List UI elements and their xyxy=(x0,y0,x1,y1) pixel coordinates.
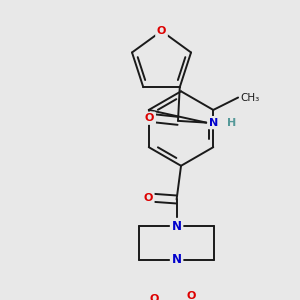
Text: H: H xyxy=(227,118,236,128)
Text: N: N xyxy=(172,253,182,266)
Text: O: O xyxy=(157,26,166,36)
Text: N: N xyxy=(172,220,182,232)
Text: N: N xyxy=(209,118,218,128)
Text: CH₃: CH₃ xyxy=(241,92,260,103)
Text: O: O xyxy=(187,291,196,300)
Text: O: O xyxy=(143,193,153,203)
Text: O: O xyxy=(145,113,154,123)
Text: O: O xyxy=(149,294,159,300)
